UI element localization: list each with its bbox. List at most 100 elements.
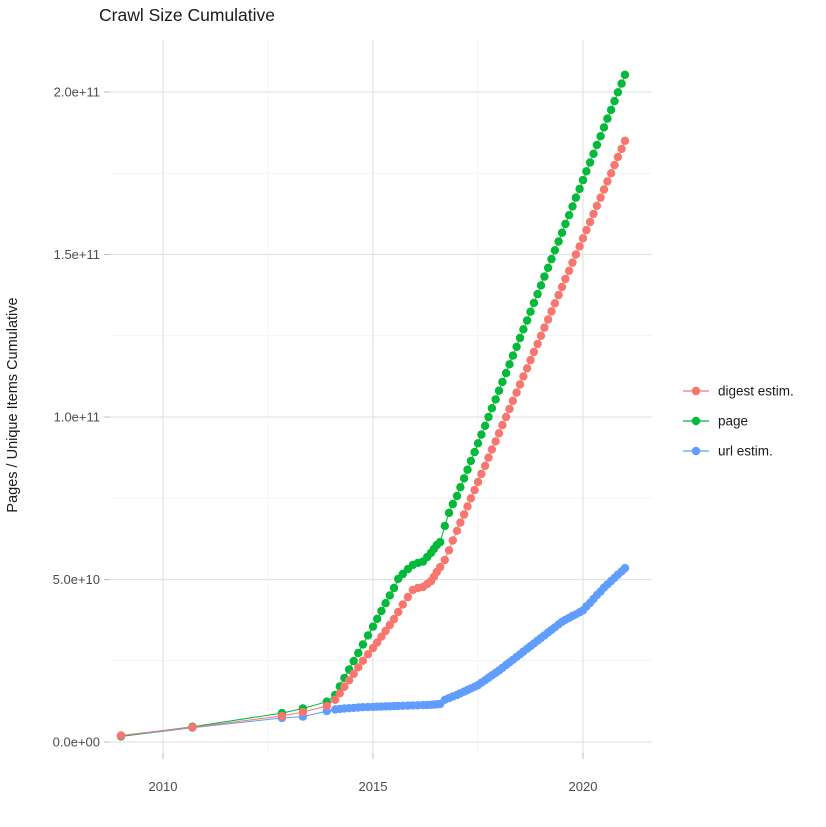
series-point-digest-estim- [385, 620, 394, 630]
series-point-page [484, 412, 493, 422]
series-point-page [363, 631, 373, 640]
series-point-page [505, 360, 514, 369]
series-point-page [487, 404, 497, 413]
y-axis-title: Pages / Unique Items Cumulative [5, 297, 21, 512]
y-tick-label: 2.0e+11 [54, 85, 100, 100]
series-point-digest-estim- [540, 323, 549, 332]
series-point-digest-estim- [613, 152, 623, 162]
series-point-page [436, 537, 445, 547]
series-point-page [533, 289, 542, 299]
series-point-page [354, 648, 363, 658]
series-point-digest-estim- [617, 144, 626, 154]
series-point-page [389, 583, 399, 593]
series-point-digest-estim- [484, 453, 493, 462]
series-point-page [501, 368, 511, 378]
series-point-digest-estim- [494, 429, 504, 438]
series-point-page [561, 219, 570, 229]
series-point-digest-estim- [188, 723, 197, 732]
series-point-digest-estim- [491, 437, 500, 446]
series-point-digest-estim- [373, 638, 382, 647]
series-point-page [547, 254, 556, 264]
series-point-digest-estim- [394, 607, 403, 617]
series-point-page [540, 272, 549, 281]
series-point-page [452, 491, 462, 501]
series-point-digest-estim- [585, 217, 595, 227]
series-point-page [477, 430, 486, 439]
series-point-page [578, 175, 588, 185]
series-point-digest-estim- [606, 169, 616, 178]
series-point-page [459, 474, 469, 483]
series-point-page [568, 202, 577, 211]
series-point-page [617, 79, 626, 88]
series-point-page [575, 184, 584, 194]
series-point-digest-estim- [571, 250, 581, 259]
series-point-digest-estim- [436, 562, 445, 572]
series-point-digest-estim- [480, 461, 490, 470]
y-tick-label: 0.0e+00 [53, 735, 100, 750]
series-point-page [550, 246, 560, 255]
series-point-digest-estim- [473, 477, 483, 487]
series-point-page [358, 640, 368, 649]
series-point-digest-estim- [610, 160, 619, 170]
series-point-page [522, 316, 532, 325]
series-point-digest-estim- [487, 445, 497, 454]
series-point-digest-estim- [444, 546, 454, 555]
series-point-digest-estim- [381, 626, 390, 636]
series-point-digest-estim- [456, 518, 465, 527]
series-point-page [543, 263, 553, 272]
x-tick-label: 2010 [149, 779, 178, 794]
y-tick-label: 5.0e+10 [53, 572, 100, 587]
series-point-digest-estim- [550, 299, 560, 308]
series-point-digest-estim- [557, 282, 567, 292]
legend-key-point-3 [691, 446, 701, 456]
series-point-url-estim- [620, 563, 630, 573]
series-point-digest-estim- [398, 600, 407, 609]
series-point-page [515, 333, 525, 343]
series-point-page [596, 132, 605, 141]
series-line-page [120, 74, 626, 737]
series-point-page [508, 351, 518, 360]
series-point-digest-estim- [522, 364, 532, 373]
series-point-digest-estim- [340, 682, 349, 691]
series-point-digest-estim- [354, 663, 363, 672]
series-point-page [377, 606, 386, 616]
series-point-digest-estim- [505, 404, 514, 414]
series-point-page [498, 377, 507, 387]
series-point-page [529, 298, 539, 308]
series-point-digest-estim- [589, 209, 598, 219]
series-point-digest-estim- [536, 331, 546, 340]
series-point-page [526, 307, 535, 316]
y-tick-label: 1.5e+11 [54, 247, 100, 262]
series-point-digest-estim- [448, 536, 457, 545]
series-point-page [519, 325, 528, 334]
series-point-digest-estim- [389, 614, 399, 624]
series-point-digest-estim- [298, 707, 308, 717]
series-point-digest-estim- [526, 355, 535, 365]
series-point-digest-estim- [470, 485, 479, 495]
x-tick-label: 2015 [359, 779, 388, 794]
series-point-page [349, 656, 358, 666]
series-point-digest-estim- [564, 266, 574, 275]
legend-key-point-2 [691, 416, 701, 426]
legend-label-3: url estim. [718, 444, 773, 459]
x-tick-label: 2020 [569, 779, 598, 794]
series-point-page [536, 281, 546, 290]
series-point-page [444, 508, 454, 518]
series-point-page [448, 499, 457, 509]
series-point-page [589, 149, 598, 158]
series-point-digest-estim- [322, 701, 331, 711]
series-point-digest-estim- [620, 136, 630, 145]
series-point-digest-estim- [533, 339, 542, 349]
series-point-digest-estim- [592, 201, 602, 210]
series-point-digest-estim- [578, 234, 588, 243]
series-point-page [564, 211, 574, 220]
series-point-digest-estim- [477, 469, 486, 479]
chart-title: Crawl Size Cumulative [99, 5, 276, 25]
series-point-digest-estim- [363, 650, 373, 659]
series-point-digest-estim- [498, 420, 507, 430]
series-point-page [491, 395, 500, 404]
series-point-page [385, 591, 394, 600]
series-point-page [606, 105, 616, 115]
